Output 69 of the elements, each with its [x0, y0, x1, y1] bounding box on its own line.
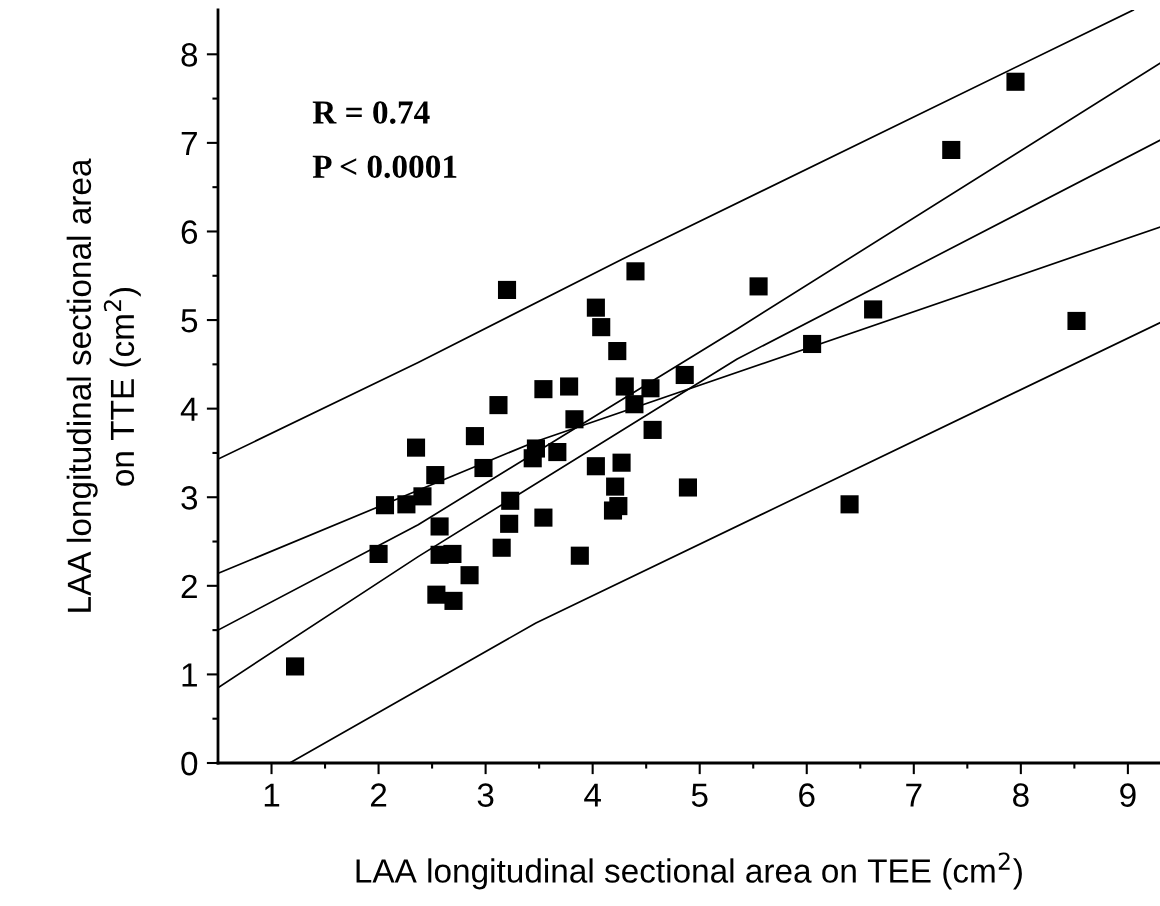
point — [678, 478, 697, 497]
point — [489, 396, 508, 415]
y-tick-label: 4 — [180, 397, 198, 421]
point — [612, 453, 631, 472]
point — [497, 280, 517, 299]
x-axis-title: LAA longitudinal sectional area on TEE (cm$^{2}$) — [356, 852, 1022, 890]
point — [427, 585, 446, 604]
point — [500, 514, 519, 533]
point — [560, 377, 579, 396]
x-tick-label: 9 — [1120, 783, 1136, 807]
y-tick-label: 7 — [181, 132, 197, 155]
point — [526, 439, 545, 458]
point — [406, 438, 426, 457]
point — [592, 318, 611, 337]
point — [803, 334, 822, 354]
x-tick-label: 3 — [477, 783, 494, 807]
point — [460, 566, 479, 585]
annotation: R = 0.74 — [312, 101, 430, 124]
point — [608, 342, 627, 361]
x-tick-label: 8 — [1013, 783, 1029, 807]
x-tick-label: 7 — [906, 783, 922, 807]
point — [749, 277, 768, 296]
point — [606, 477, 625, 496]
y-tick-label: 6 — [181, 220, 198, 244]
point — [443, 544, 462, 563]
y-axis-title: LAA longitudinal sectional area on TTE (cm$^{2}$) — [66, 158, 141, 612]
point — [548, 443, 567, 462]
annotation: P < 0.0001 — [312, 155, 457, 179]
point — [615, 377, 634, 396]
point — [565, 410, 584, 429]
point — [397, 495, 416, 514]
point — [626, 262, 645, 281]
x-tick-label: 5 — [691, 783, 708, 807]
point — [942, 140, 961, 160]
point — [625, 395, 644, 414]
x-tick-label: 4 — [584, 783, 601, 807]
point — [501, 491, 520, 510]
point — [586, 298, 605, 317]
point — [492, 538, 511, 557]
point — [1006, 72, 1025, 91]
point — [603, 501, 623, 520]
y-tick-label: 3 — [181, 486, 198, 510]
point — [586, 457, 605, 476]
y-tick-label: 5 — [181, 309, 198, 333]
y-tick-label: 0 — [181, 751, 198, 776]
y-tick-label: 8 — [181, 43, 198, 67]
point — [675, 365, 694, 385]
point — [369, 544, 388, 563]
point — [570, 546, 589, 565]
x-tick-label: 1 — [264, 783, 280, 807]
point — [641, 379, 660, 398]
point — [534, 508, 553, 527]
point — [444, 591, 463, 610]
point — [1067, 311, 1086, 330]
point — [840, 495, 859, 514]
point — [430, 517, 449, 536]
point — [426, 466, 445, 485]
point — [864, 300, 883, 319]
point — [413, 487, 432, 506]
x-tick-label: 6 — [799, 783, 815, 807]
y-tick-label: 1 — [182, 663, 197, 687]
y-tick-label: 2 — [181, 574, 197, 598]
x-tick-label: 2 — [370, 783, 387, 807]
point — [534, 380, 553, 399]
point — [643, 420, 662, 439]
point — [286, 657, 305, 676]
point — [465, 427, 484, 446]
point — [474, 458, 493, 478]
point — [375, 496, 395, 515]
